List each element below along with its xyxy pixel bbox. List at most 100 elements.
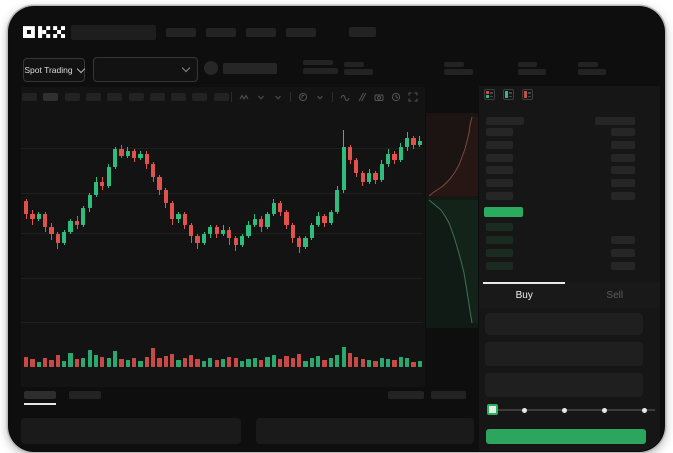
skeleton-bar [286, 28, 316, 37]
slider-stop[interactable] [642, 407, 647, 413]
ask-row-size [486, 179, 513, 188]
candle-body [49, 227, 54, 234]
candle-body [24, 201, 29, 215]
volume-bar [30, 359, 35, 367]
market-type-selector[interactable]: Spot Trading [23, 58, 85, 82]
candle-body [316, 216, 321, 226]
bid-row-size [486, 262, 513, 270]
slider-stop[interactable] [522, 407, 527, 413]
bottom-panel-right[interactable] [256, 418, 474, 444]
slider-handle[interactable] [487, 404, 498, 415]
avatar[interactable] [204, 61, 218, 75]
timeframe-slot[interactable] [107, 93, 123, 101]
timeframe-slot[interactable] [85, 93, 101, 101]
timeframe-slot[interactable] [171, 93, 187, 101]
book-asks-view-icon[interactable] [522, 89, 533, 100]
volume-bar [201, 361, 207, 367]
amount-input[interactable] [485, 342, 643, 366]
candle-body [62, 231, 67, 243]
volume-bar [62, 361, 67, 367]
volume-bar [74, 359, 80, 367]
chevron-down-icon[interactable] [256, 92, 266, 102]
slider-stop[interactable] [562, 407, 567, 413]
chevron-down-icon[interactable] [315, 92, 325, 102]
buy-submit-button[interactable] [486, 429, 646, 444]
volume-bar [354, 357, 359, 367]
volume-bar [112, 351, 118, 367]
candle-body [55, 233, 61, 243]
candle-body [68, 220, 73, 232]
camera-icon[interactable] [374, 92, 384, 102]
book-split-view-icon[interactable] [484, 89, 495, 100]
draw-lines-icon[interactable] [357, 92, 367, 102]
volume-bar [398, 357, 403, 367]
volume-bar [405, 358, 410, 367]
skeleton-bar [246, 28, 276, 37]
tab-buy[interactable]: Buy [479, 282, 570, 308]
volume-bar [144, 357, 149, 367]
volume-bar [189, 355, 194, 367]
pair-search-dropdown[interactable] [93, 57, 198, 82]
candle-body [290, 225, 295, 239]
separator [332, 92, 333, 102]
candle-body [138, 153, 143, 158]
bottom-tab-underline [24, 403, 56, 405]
candle-body [246, 225, 251, 236]
depth-bids-line [428, 199, 473, 324]
candle-body [322, 216, 327, 223]
ask-row-size [486, 128, 513, 136]
candle-body [151, 164, 156, 178]
bottom-panel-left[interactable] [21, 418, 241, 444]
volume-bar [81, 358, 86, 367]
candle-body [195, 236, 200, 243]
line-style-icon[interactable] [239, 92, 249, 102]
candle-body [366, 173, 372, 182]
candlestick-chart[interactable] [21, 87, 425, 387]
volume-bar [271, 355, 276, 367]
volume-bar [258, 360, 264, 367]
price-input[interactable] [485, 313, 643, 335]
volume-bar [163, 356, 168, 367]
volume-bar [36, 362, 41, 367]
separator [231, 92, 232, 102]
chevron-down-icon[interactable] [273, 92, 283, 102]
fullscreen-icon[interactable] [408, 92, 418, 102]
candle-body [303, 238, 308, 247]
history-icon[interactable] [391, 92, 401, 102]
volume-bar [157, 358, 162, 367]
slider-stop[interactable] [602, 407, 607, 413]
volume-bar [360, 359, 365, 367]
candle-body [144, 153, 149, 165]
timeframe-slot[interactable] [128, 93, 144, 101]
timeframe-slot[interactable] [43, 93, 59, 101]
compare-icon[interactable] [340, 92, 350, 102]
timeframe-slot[interactable] [22, 93, 37, 101]
volume-bar [176, 360, 181, 367]
skeleton-bar [349, 27, 376, 37]
bottom-tab[interactable] [69, 391, 101, 399]
skeleton-bar [344, 62, 364, 67]
volume-bar [220, 359, 226, 367]
timeframe-slot[interactable] [192, 93, 208, 101]
volume-bar [366, 360, 372, 367]
total-input[interactable] [485, 373, 643, 397]
candle-body [385, 153, 391, 165]
volume-bar [49, 360, 54, 367]
skeleton-bar [518, 69, 546, 75]
bottom-tab-active[interactable] [24, 391, 56, 399]
volume-bar [195, 359, 200, 367]
candle-body [189, 225, 194, 236]
timeframe-slot[interactable] [213, 93, 229, 101]
chart-toolbar[interactable] [231, 91, 418, 103]
skeleton-bar [518, 62, 537, 67]
indicator-icon[interactable] [298, 92, 308, 102]
okx-logo [23, 26, 65, 38]
volume-bar [68, 353, 73, 367]
timeframe-slot[interactable] [64, 93, 80, 101]
app-screen: Spot Trading [9, 7, 664, 451]
bottom-right-skeleton [431, 391, 466, 399]
ask-row-size [486, 192, 513, 200]
timeframe-slot[interactable] [149, 93, 165, 101]
book-bids-view-icon[interactable] [503, 89, 514, 100]
tab-sell[interactable]: Sell [606, 289, 624, 301]
